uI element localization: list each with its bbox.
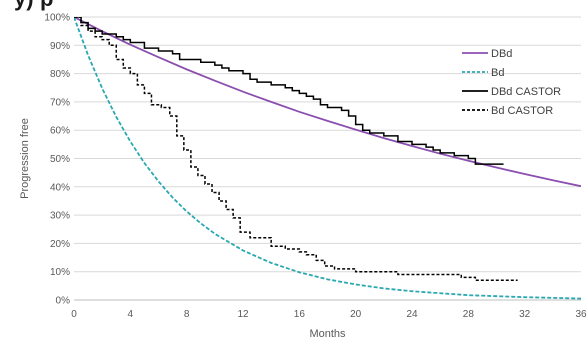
x-tick-label: 4 (128, 309, 134, 320)
series-line-dbd (74, 17, 581, 188)
legend: DBd Bd DBd CASTOR Bd CASTOR (462, 48, 561, 117)
y-axis-title: Progression free (19, 118, 31, 199)
y-tick-label: 100% (44, 13, 70, 24)
x-tick-label: 24 (406, 309, 418, 320)
x-tick-label: 8 (184, 309, 190, 320)
x-tick-label: 16 (294, 309, 306, 320)
y-tick-label: 60% (50, 126, 70, 137)
y-tick-label: 20% (50, 239, 70, 250)
clipped-heading-fragment: y) (14, 0, 34, 11)
legend-label-bd-castor: Bd CASTOR (491, 105, 553, 117)
series (74, 17, 581, 300)
x-tick-label: 20 (350, 309, 362, 320)
x-tick-label: 12 (237, 309, 249, 320)
grid (74, 16, 581, 273)
x-axis-title: Months (309, 328, 346, 340)
y-tick-label: 40% (50, 182, 70, 193)
legend-label-dbd: DBd (491, 48, 512, 60)
y-tick-label: 10% (50, 267, 70, 278)
y-tick-label: 90% (50, 41, 70, 52)
y-tick-label: 50% (50, 154, 70, 165)
x-tick-label: 0 (71, 309, 77, 320)
x-tick-label: 36 (575, 309, 587, 320)
clipped-heading-fragment-2: p (40, 0, 53, 11)
y-tick-label: 70% (50, 97, 70, 108)
axes: 0% 10% 20% 30% 40% 50% 60% 70% 80% 90% 100% 0 4 8 12 16… (44, 13, 587, 321)
legend-label-dbd-castor: DBd CASTOR (491, 86, 561, 98)
y-tick-label: 30% (50, 211, 70, 222)
y-tick-label: 0% (56, 296, 71, 307)
y-tick-label: 80% (50, 69, 70, 80)
series-line-bd-castor (74, 17, 518, 281)
x-tick-label: 28 (463, 309, 475, 320)
series-line-dbd-castor (74, 17, 504, 165)
x-tick-label: 32 (519, 309, 531, 320)
legend-label-bd: Bd (491, 67, 504, 79)
